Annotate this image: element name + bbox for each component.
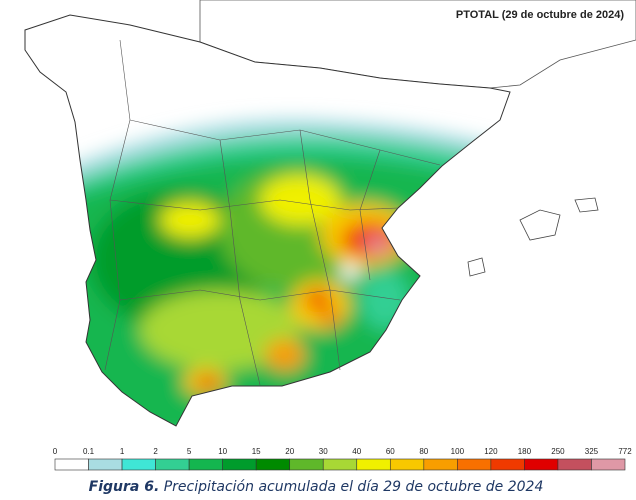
legend-swatch xyxy=(155,458,190,471)
caption: Figura 6. Precipitación acumulada el día… xyxy=(89,479,544,495)
legend-label: 30 xyxy=(319,447,328,456)
legend-swatch xyxy=(457,458,492,471)
legend-swatch xyxy=(121,458,156,471)
mallorca xyxy=(519,209,561,241)
legend-label: 2 xyxy=(153,447,158,456)
legend-label: 60 xyxy=(386,447,395,456)
coastline xyxy=(24,14,511,427)
legend-label: 15 xyxy=(252,447,261,456)
legend-label: 1 xyxy=(120,447,125,456)
legend-label: 10 xyxy=(218,447,227,456)
legend-label: 0 xyxy=(53,447,58,456)
legend-label: 5 xyxy=(187,447,192,456)
legend-swatch xyxy=(591,458,626,471)
legend-swatch xyxy=(54,458,89,471)
legend-swatch xyxy=(322,458,358,471)
map xyxy=(24,0,636,427)
legend-swatch xyxy=(490,458,525,471)
legend-swatch xyxy=(557,458,592,471)
legend-swatch xyxy=(188,458,223,471)
caption-text: Precipitación acumulada el día 29 de oct… xyxy=(164,479,544,495)
precipitation-field xyxy=(40,118,510,426)
legend-swatch xyxy=(255,458,291,471)
legend-swatch xyxy=(356,458,391,471)
legend-label: 180 xyxy=(518,447,532,456)
legend-label: 20 xyxy=(285,447,294,456)
legend-label: 325 xyxy=(585,447,599,456)
caption-label: Figura 6. xyxy=(89,479,160,495)
legend-label: 100 xyxy=(451,447,465,456)
legend-swatch xyxy=(88,458,123,471)
legend-label: 250 xyxy=(551,447,565,456)
legend-label: 0.1 xyxy=(83,447,95,456)
legend-label: 772 xyxy=(618,447,632,456)
legend-swatch xyxy=(289,458,324,471)
legend-label: 120 xyxy=(484,447,498,456)
legend-label: 40 xyxy=(352,447,361,456)
legend-swatch xyxy=(423,458,458,471)
map-title: PTOTAL (29 de octubre de 2024) xyxy=(456,9,624,21)
ibiza xyxy=(467,257,486,277)
legend-swatch xyxy=(389,458,425,471)
legend: 0 0.1 1 2 5 10 15 20 30 40 60 80 100 120 180 250 325 772 xyxy=(53,447,632,471)
legend-swatch xyxy=(524,458,559,471)
regional-borders xyxy=(104,39,441,386)
legend-swatch xyxy=(222,458,257,471)
menorca xyxy=(574,197,599,213)
legend-label: 80 xyxy=(419,447,428,456)
